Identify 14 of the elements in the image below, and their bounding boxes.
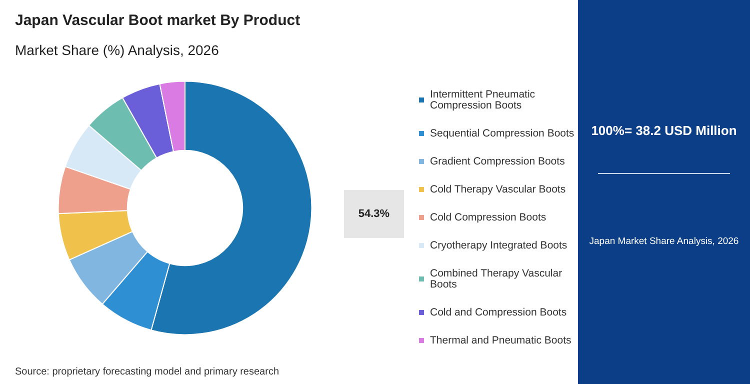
source-note: Source: proprietary forecasting model and primary research (15, 366, 280, 378)
data-label: 54.3% (344, 190, 404, 238)
legend-label: Thermal and Pneumatic Boots (430, 334, 572, 346)
legend-label: Cold Compression Boots (430, 212, 546, 224)
legend-label: Combined Therapy Vascular Boots (430, 268, 566, 290)
legend-label: Sequential Compression Boots (430, 128, 574, 140)
legend-label: Intermittent Pneumatic Compression Boots (430, 88, 538, 112)
legend-label: Gradient Compression Boots (430, 156, 565, 168)
chart-subtitle: Market Share (%) Analysis, 2026 (15, 42, 220, 58)
side-panel: 100%= 38.2 USD Million Japan Market Share Analysis, 2026 (578, 0, 750, 384)
legend-label: Cryotherapy Integrated Boots (430, 240, 568, 252)
legend-label: Cold Therapy Vascular Boots (430, 184, 566, 196)
legend-label: Cold and Compression Boots (430, 306, 567, 318)
chart-title: Japan Vascular Boot market By Product (15, 12, 300, 29)
